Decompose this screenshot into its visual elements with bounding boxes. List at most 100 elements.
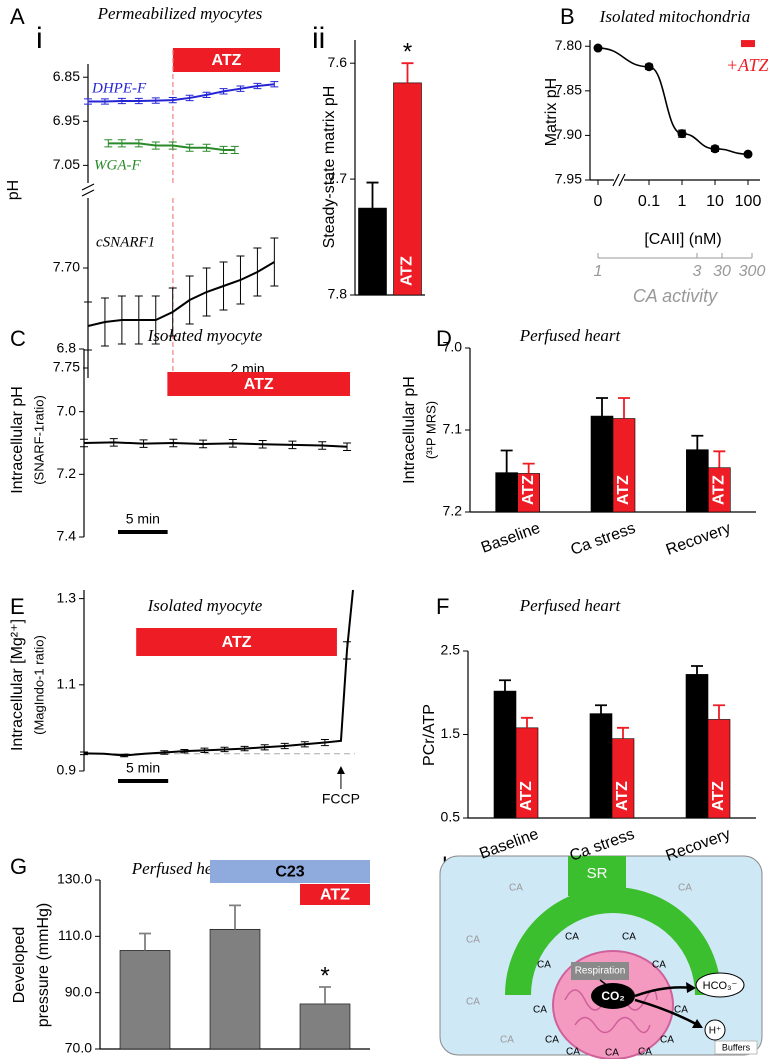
sr-tab — [568, 856, 626, 896]
x-tick-label: 0 — [594, 193, 603, 210]
panel-label: C — [10, 326, 26, 351]
ca-label: CA — [466, 997, 480, 1008]
error-bar — [134, 295, 143, 345]
buffers-label: Buffers — [722, 1042, 751, 1052]
error-bar — [134, 97, 143, 105]
bar — [299, 1003, 351, 1050]
panel-label: B — [560, 4, 575, 29]
error-bar — [288, 440, 297, 450]
ca-label: CA — [678, 883, 692, 894]
trace — [87, 261, 275, 327]
error-bar — [691, 665, 703, 675]
sr-label: SR — [587, 865, 608, 882]
x-tick-label: Ca stress — [568, 520, 637, 559]
error-bar — [691, 434, 704, 450]
panel-label: D — [436, 326, 452, 351]
h-label: H⁺ — [709, 1026, 722, 1037]
data-point — [677, 129, 687, 139]
error-bar — [160, 750, 169, 755]
error-bar — [230, 145, 239, 154]
panel-title: Permeabilized myocytes — [97, 4, 263, 23]
axis-break — [612, 173, 626, 187]
arrow — [634, 998, 699, 1027]
error-bar — [180, 748, 189, 754]
panel-title: Isolated myocyte — [147, 326, 263, 345]
bar — [686, 449, 709, 513]
error-bar — [499, 679, 511, 692]
treatment-label: ATZ — [212, 52, 242, 69]
ca-label: CA — [622, 932, 636, 943]
y-tick-label: 7.80 — [555, 37, 582, 53]
error-bar — [500, 449, 513, 473]
error-bar — [168, 287, 177, 337]
error-bar — [168, 96, 177, 104]
data-point — [743, 149, 753, 159]
y-tick-label: 7.75 — [53, 359, 80, 375]
error-bar — [618, 397, 630, 419]
bar — [393, 82, 422, 296]
y-tick-label: 7.85 — [555, 82, 582, 98]
error-bar — [104, 139, 113, 148]
error-bar — [100, 297, 109, 347]
bar — [590, 415, 614, 513]
y-tick-label: 6.95 — [53, 112, 80, 128]
bar-label: ATZ — [615, 475, 632, 505]
panel-label: A — [10, 4, 25, 29]
ca-label: CA — [537, 960, 551, 971]
y-tick-label: 0.9 — [57, 762, 77, 778]
error-bar — [228, 439, 237, 448]
bar — [685, 674, 709, 819]
event-label: FCCP — [322, 791, 360, 807]
y-axis-label: Matrix pH — [543, 78, 560, 146]
error-bar — [199, 439, 208, 449]
error-bar — [151, 97, 160, 104]
scale-bar-label: 5 min — [126, 760, 160, 776]
y-tick-label: 7.2 — [443, 503, 463, 519]
y-tick-label: 70.0 — [65, 1040, 92, 1056]
error-bar — [202, 267, 211, 317]
error-bar — [617, 726, 629, 739]
y-tick-label: 7.95 — [555, 171, 582, 187]
error-bar — [219, 88, 228, 95]
treatment-label: ATZ — [222, 634, 252, 651]
y-tick-label: 7.70 — [53, 259, 80, 275]
ca-label: CA — [605, 1048, 619, 1059]
y-tick-label: 7.4 — [57, 528, 77, 544]
error-bar — [109, 438, 118, 447]
series-label: WGA-F — [94, 157, 141, 173]
axis-break — [81, 183, 95, 197]
error-bar — [134, 139, 143, 148]
y-tick-label: 2.5 — [441, 642, 461, 658]
break-mark — [81, 189, 95, 197]
error-bar — [202, 143, 211, 152]
treatment-bar — [136, 628, 337, 656]
error-bar — [318, 441, 327, 450]
error-bar — [200, 747, 209, 753]
event-arrow-head — [336, 766, 345, 774]
error-bar — [260, 744, 269, 751]
hco3-bubble — [695, 972, 745, 998]
y-tick-label: 130.0 — [57, 871, 92, 887]
error-bar — [522, 462, 535, 474]
h-bubble — [704, 1019, 726, 1041]
error-bar — [270, 237, 279, 287]
arrow-head — [686, 982, 696, 993]
treatment-bar — [167, 372, 351, 396]
y-tick-label: 1.1 — [57, 676, 77, 692]
error-bar — [220, 746, 229, 753]
arrow-head — [692, 1019, 703, 1028]
data-point — [710, 144, 720, 154]
error-bar — [713, 450, 726, 468]
error-bar — [596, 397, 608, 417]
error-bar — [300, 741, 309, 748]
bar-label: ATZ — [399, 256, 416, 286]
panel-title: Perfused heart — [519, 326, 622, 345]
error-bar — [270, 81, 279, 88]
ca-label: CA — [509, 883, 523, 894]
x2-tick-label: 1 — [594, 263, 603, 280]
y-tick-label: 90.0 — [65, 983, 92, 999]
break-mark — [612, 173, 620, 187]
ca-label: CA — [466, 935, 480, 946]
co2-bubble — [591, 983, 635, 1009]
error-bar — [169, 438, 178, 448]
